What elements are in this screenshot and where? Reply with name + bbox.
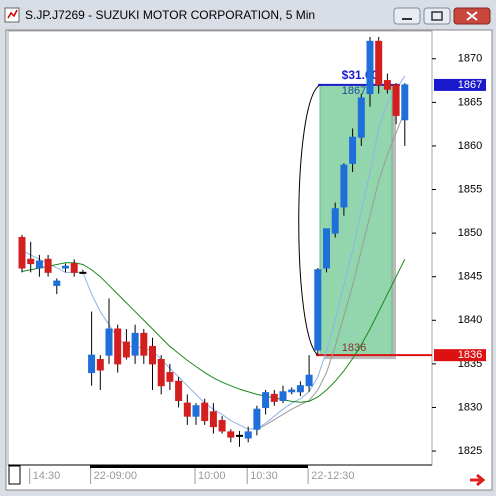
candle-body (35, 260, 43, 269)
scroll-box[interactable] (8, 465, 21, 485)
candle-body (331, 208, 339, 234)
candle-body (262, 392, 270, 408)
y-tick-label: 1845 (458, 271, 482, 283)
candle-body (18, 236, 26, 269)
close-glyph (466, 11, 478, 21)
candle-body (340, 164, 348, 208)
candle-body (375, 40, 383, 86)
candle-body (149, 345, 156, 365)
candle-body (366, 40, 374, 95)
x-tick-label: 10:00 (198, 470, 226, 482)
candle-body (401, 84, 409, 121)
candle-body (209, 411, 217, 428)
candle-body (305, 374, 313, 387)
candle-body (183, 402, 191, 417)
candle-body (270, 393, 278, 402)
y-tick-label: 1870 (458, 53, 482, 65)
y-tick-label: 1860 (458, 140, 482, 152)
candle-body (383, 80, 391, 90)
candle-body (323, 228, 330, 269)
candle-body (96, 359, 104, 371)
maximize-button[interactable] (423, 7, 451, 25)
target-tag-label: 1867 (458, 79, 482, 91)
candle-body (244, 431, 252, 439)
candle-body (157, 359, 165, 387)
candle-body (88, 354, 96, 374)
y-tick-label: 1840 (458, 314, 482, 326)
candle-body (131, 332, 139, 356)
entry-tag-label: 1836 (458, 349, 482, 361)
candle-body (44, 258, 52, 273)
x-tick-label: 22-09:00 (94, 470, 137, 482)
y-tick-label: 1825 (458, 445, 482, 457)
scroll-thumb[interactable] (90, 465, 308, 468)
candle-body (105, 328, 113, 356)
candle-body (27, 258, 35, 265)
trade-box (319, 84, 393, 356)
y-tick-label: 1855 (458, 183, 482, 195)
entry-tag (434, 349, 486, 362)
y-tick-label: 1865 (458, 96, 482, 108)
candle-body (227, 431, 235, 438)
entry-label: 1836 (342, 342, 366, 354)
candle-body (349, 136, 357, 164)
candle-body (288, 389, 296, 393)
maximize-glyph (431, 11, 443, 21)
window-title: S.JP.J7269 - SUZUKI MOTOR CORPORATION, 5… (25, 8, 315, 22)
candle-body (122, 341, 130, 358)
target-tag (434, 78, 486, 91)
y-tick-label: 1850 (458, 227, 482, 239)
trade-curve (298, 84, 321, 356)
scroll-arrow[interactable] (470, 473, 486, 487)
target-label: 1867 (342, 85, 366, 97)
candle-body (314, 269, 322, 351)
candle-body (236, 434, 243, 437)
candle-body (192, 405, 200, 417)
x-tick-label: 22-12:30 (311, 470, 354, 482)
x-tick-label: 10:30 (250, 470, 278, 482)
candle-body (392, 84, 400, 116)
candle-body (62, 265, 69, 269)
candle-body (166, 372, 174, 382)
window-icon-glyph (7, 9, 18, 19)
candle-body (296, 385, 304, 393)
y-tick-label: 1830 (458, 401, 482, 413)
candle-body (253, 408, 261, 430)
x-tick-label: 14:30 (33, 470, 61, 482)
candle-body (201, 402, 209, 422)
candle-body (53, 280, 61, 286)
moving-average (21, 259, 406, 403)
candle-body (70, 263, 78, 273)
candle-body (218, 420, 226, 432)
candle-body (79, 271, 87, 274)
candle-body (114, 328, 122, 365)
candle-body (175, 380, 183, 401)
candle-body (140, 332, 148, 356)
minimize-button[interactable] (393, 7, 421, 25)
candle-body (279, 391, 287, 401)
moving-average (256, 110, 406, 430)
candle-body (357, 97, 365, 138)
